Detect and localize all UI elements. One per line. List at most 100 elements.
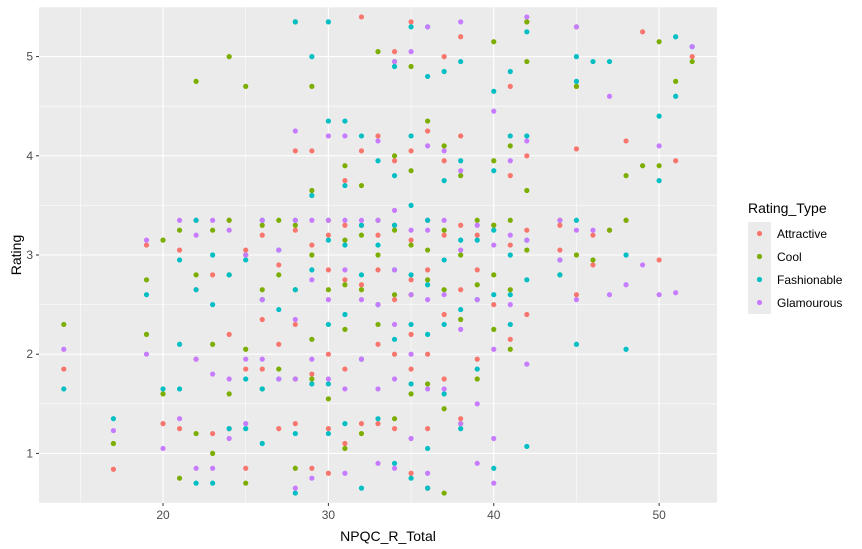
data-point-glamourous [226, 376, 232, 382]
data-point-cool [193, 78, 199, 84]
data-point-glamourous [557, 257, 563, 263]
data-point-glamourous [276, 247, 282, 253]
data-point-glamourous [441, 292, 447, 298]
data-point-cool [292, 465, 298, 471]
data-point-fashionable [425, 73, 431, 80]
data-point-fashionable [491, 292, 497, 298]
data-point-fashionable [210, 480, 216, 486]
data-point-glamourous [689, 44, 695, 50]
data-point-cool [673, 78, 679, 84]
data-point-attractive [507, 173, 513, 179]
data-point-attractive [474, 232, 480, 238]
data-point-cool [491, 222, 497, 228]
data-point-attractive [639, 29, 646, 35]
data-point-fashionable [507, 68, 513, 75]
data-point-cool [491, 158, 497, 164]
data-point-fashionable [391, 63, 398, 70]
data-point-fashionable [441, 391, 447, 397]
data-point-fashionable [309, 192, 315, 199]
data-point-glamourous [408, 435, 414, 442]
data-point-glamourous [391, 58, 398, 65]
data-point-fashionable [226, 426, 232, 432]
data-point-glamourous [375, 217, 381, 223]
data-point-fashionable [391, 460, 398, 466]
data-point-attractive [243, 366, 249, 372]
data-point-glamourous [292, 485, 298, 491]
data-point-cool [524, 187, 530, 194]
data-point-cool [375, 49, 381, 55]
data-point-glamourous [524, 138, 530, 144]
data-point-fashionable [143, 292, 150, 298]
data-point-glamourous [143, 351, 150, 357]
data-point-attractive [391, 351, 398, 357]
x-tick-label: 20 [156, 508, 170, 522]
data-point-glamourous [557, 217, 563, 223]
data-point-glamourous [342, 217, 348, 223]
data-point-attractive [61, 366, 67, 372]
legend-key-attractive [756, 230, 763, 237]
data-point-fashionable [408, 133, 414, 139]
data-point-glamourous [342, 133, 348, 139]
data-point-fashionable [656, 178, 662, 184]
data-point-attractive [524, 153, 530, 159]
data-point-glamourous [342, 267, 348, 273]
data-point-glamourous [193, 356, 199, 362]
data-point-fashionable [325, 381, 331, 387]
data-point-attractive [342, 277, 348, 283]
data-point-glamourous [425, 24, 431, 30]
data-point-glamourous [441, 386, 447, 392]
data-point-attractive [458, 133, 464, 139]
data-point-attractive [507, 83, 513, 89]
data-point-cool [391, 153, 398, 159]
data-point-attractive [474, 356, 480, 362]
data-point-cool [193, 272, 199, 278]
data-point-cool [573, 83, 580, 89]
data-point-fashionable [656, 113, 662, 119]
data-point-fashionable [425, 282, 431, 288]
data-point-glamourous [425, 297, 431, 303]
data-point-attractive [391, 297, 398, 303]
data-point-glamourous [259, 356, 265, 362]
data-point-fashionable [557, 272, 563, 278]
data-point-cool [309, 83, 315, 89]
data-point-fashionable [292, 19, 298, 25]
data-point-fashionable [358, 272, 365, 278]
data-point-attractive [623, 138, 629, 144]
data-point-glamourous [292, 376, 298, 382]
data-point-glamourous [309, 277, 315, 283]
data-point-attractive [408, 331, 414, 337]
data-point-glamourous [458, 247, 464, 253]
data-point-cool [292, 222, 298, 228]
data-point-fashionable [292, 287, 298, 293]
data-point-attractive [408, 277, 414, 283]
data-point-cool [375, 252, 381, 258]
data-point-glamourous [226, 435, 232, 442]
data-point-attractive [325, 470, 331, 476]
data-point-attractive [358, 14, 365, 20]
data-point-fashionable [673, 34, 679, 40]
data-point-cool [458, 316, 464, 323]
data-point-fashionable [474, 366, 480, 372]
data-point-fashionable [342, 421, 348, 427]
data-point-attractive [557, 247, 563, 253]
data-point-glamourous [391, 207, 398, 213]
data-point-attractive [276, 426, 282, 432]
data-point-attractive [590, 232, 596, 238]
data-point-attractive [507, 242, 513, 248]
data-point-glamourous [408, 292, 414, 298]
data-point-cool [507, 143, 513, 149]
data-point-fashionable [292, 430, 298, 437]
data-point-glamourous [408, 351, 414, 357]
data-point-glamourous [573, 24, 580, 30]
data-point-glamourous [292, 316, 298, 323]
data-point-fashionable [110, 416, 117, 422]
data-point-attractive [441, 158, 447, 164]
data-point-cool [226, 391, 232, 397]
data-point-fashionable [276, 306, 282, 313]
data-point-cool [276, 217, 282, 223]
data-point-glamourous [391, 465, 398, 471]
data-point-attractive [441, 311, 447, 318]
data-point-glamourous [491, 480, 497, 486]
data-point-cool [259, 287, 265, 293]
data-point-cool [375, 321, 381, 328]
